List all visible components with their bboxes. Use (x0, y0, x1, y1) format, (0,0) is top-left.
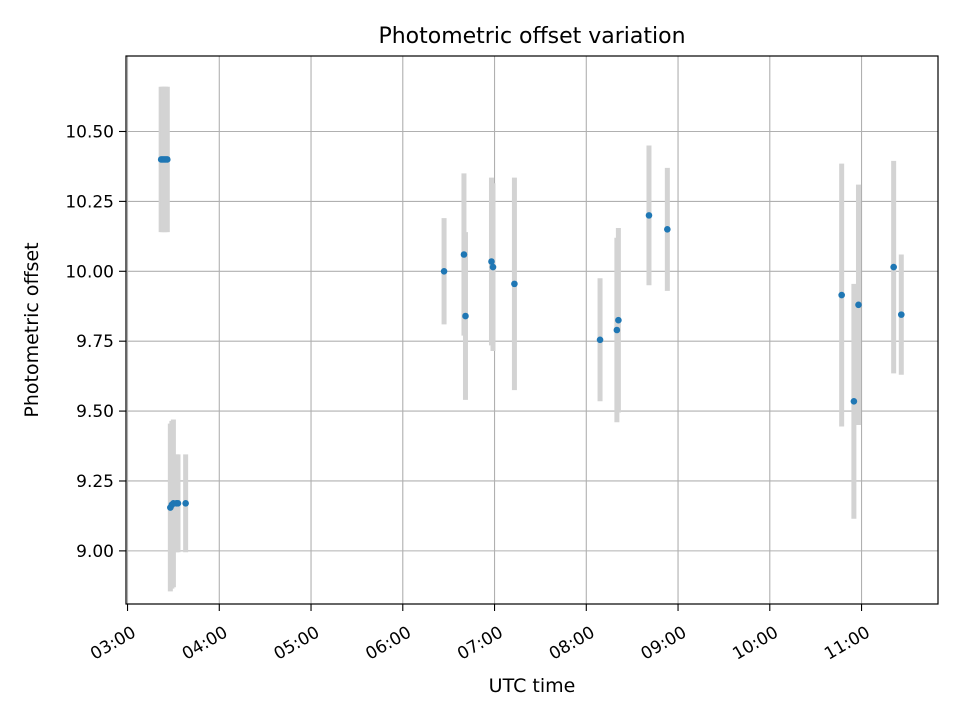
data-point (511, 280, 518, 288)
data-point (838, 291, 845, 299)
data-point (850, 397, 858, 405)
data-points (157, 156, 905, 511)
y-tick-label: 9.50 (76, 402, 114, 422)
x-axis-label: UTC time (489, 675, 576, 697)
y-tick-label: 10.50 (65, 122, 114, 142)
data-point (488, 258, 495, 265)
y-tick-label: 9.25 (76, 472, 114, 492)
data-point (462, 312, 469, 320)
data-point (182, 500, 189, 507)
data-point (615, 316, 622, 324)
data-point (163, 156, 171, 163)
data-point (440, 267, 448, 275)
data-point (460, 251, 468, 258)
data-point (890, 263, 897, 271)
y-tick-label: 9.75 (76, 332, 114, 352)
data-point (489, 263, 497, 271)
y-tick-label: 10.00 (65, 262, 114, 282)
data-point (645, 212, 653, 219)
data-point (855, 301, 862, 309)
data-point (174, 500, 182, 507)
data-point (596, 336, 604, 344)
data-point (664, 226, 671, 233)
y-axis-ticks: 9.00 9.25 9.50 9.75 10.00 10.25 10.50 (65, 122, 126, 562)
data-point (897, 311, 905, 318)
y-tick-label: 10.25 (65, 192, 114, 212)
data-point (613, 326, 621, 334)
chart-title: Photometric offset variation (378, 24, 685, 49)
y-tick-label: 9.00 (76, 542, 114, 562)
plot-area-frame (125, 55, 939, 605)
y-axis-label: Photometric offset (21, 242, 43, 417)
